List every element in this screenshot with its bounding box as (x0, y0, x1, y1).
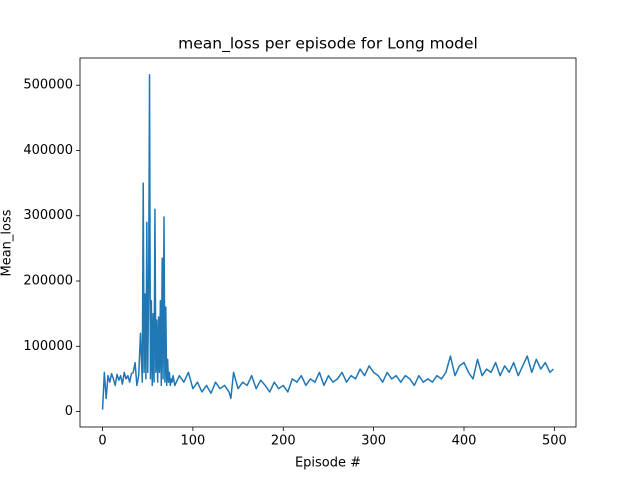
y-tick-label: 100000 (23, 339, 73, 354)
y-tick-label: 400000 (23, 143, 73, 158)
chart-title: mean_loss per episode for Long model (178, 35, 478, 54)
data-line (101, 74, 554, 410)
y-tick-label: 0 (65, 404, 73, 419)
y-axis-label: Mean_loss (0, 209, 15, 276)
x-tick-label: 400 (452, 434, 477, 449)
x-tick-label: 300 (361, 434, 386, 449)
x-tick-label: 0 (98, 434, 106, 449)
y-tick-label: 200000 (23, 274, 73, 289)
x-axis-label: Episode # (295, 456, 361, 471)
y-tick-label: 500000 (23, 78, 73, 93)
x-tick-label: 200 (271, 434, 296, 449)
x-tick-label: 500 (542, 434, 567, 449)
x-tick-label: 100 (180, 434, 205, 449)
plot-frame (79, 57, 577, 428)
y-tick-label: 300000 (23, 208, 73, 223)
